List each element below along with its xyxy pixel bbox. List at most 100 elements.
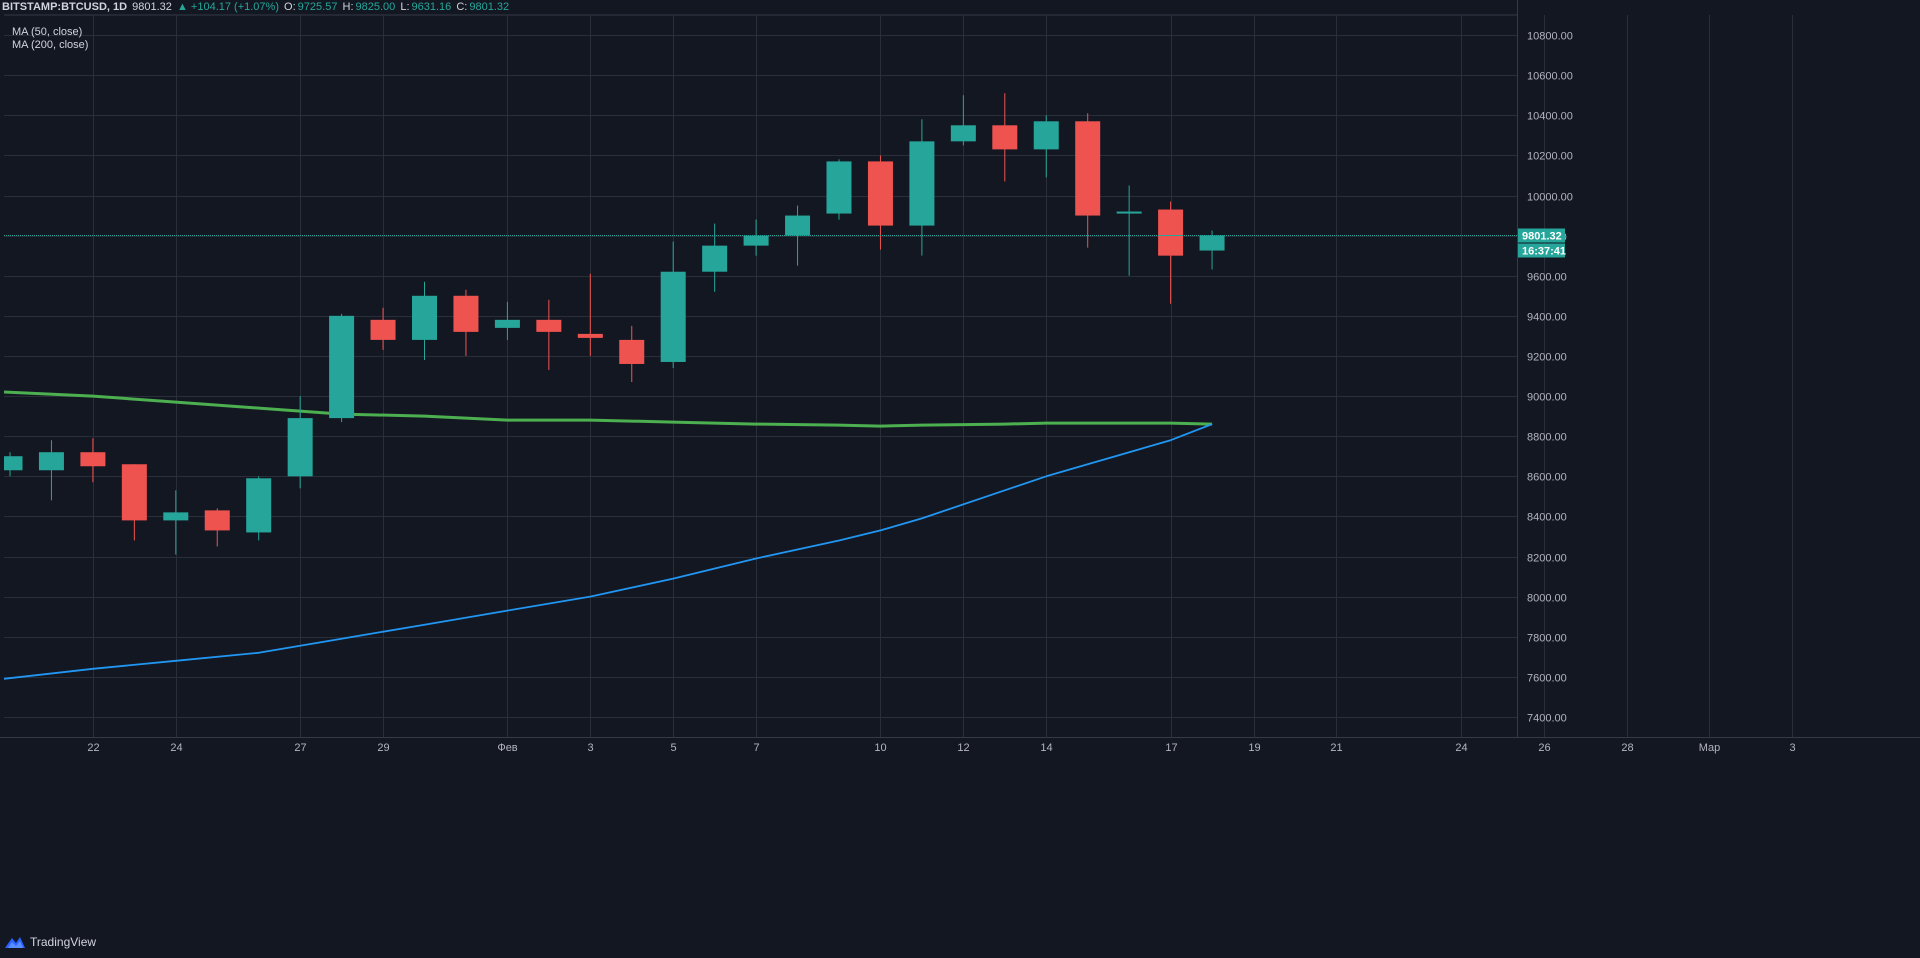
candle-body (992, 125, 1018, 150)
low-value: 9631.16 (411, 1, 452, 13)
candle-body (412, 295, 437, 340)
candle-body (329, 315, 355, 419)
ma50-legend[interactable]: MA (50, close) (12, 26, 83, 38)
x-tick-label: 19 (1248, 742, 1260, 754)
candle-body (619, 339, 645, 364)
candle (1075, 113, 1101, 248)
candle-body (785, 215, 811, 236)
candle (1116, 185, 1142, 276)
candle (785, 205, 811, 266)
y-tick-label: 10200.00 (1527, 151, 1573, 163)
x-tick-label: Фев (497, 742, 517, 754)
high-label: H: (342, 1, 354, 13)
y-tick-label: 10800.00 (1527, 31, 1573, 43)
candle (80, 438, 106, 483)
y-tick-label: 9600.00 (1527, 272, 1567, 284)
candle (660, 241, 686, 368)
candle (287, 396, 313, 489)
candle-body (536, 319, 562, 332)
candle-body (950, 125, 976, 142)
x-tick-label: 28 (1621, 742, 1633, 754)
candle (1199, 230, 1225, 270)
y-tick-label: 10000.00 (1527, 192, 1573, 204)
x-tick-label: 27 (294, 742, 306, 754)
candle (494, 301, 520, 340)
price-change: ▲ +104.17 (+1.07%) (176, 1, 279, 13)
y-tick-label: 9200.00 (1527, 352, 1567, 364)
candle-body (80, 452, 106, 467)
y-tick-label: 7600.00 (1527, 673, 1567, 685)
close-value: 9801.32 (469, 1, 510, 13)
countdown-tag-text: 16:37:41 (1522, 246, 1566, 258)
ma50-line (3, 423, 1213, 680)
candle-body (204, 510, 230, 531)
candle-body (287, 418, 313, 477)
x-tick-label: 3 (1789, 742, 1795, 754)
last-price-tag-text: 9801.32 (1522, 231, 1562, 243)
candle (38, 440, 64, 501)
y-tick-label: 8400.00 (1527, 512, 1567, 524)
candle (950, 95, 976, 146)
candle-body (702, 245, 728, 272)
ma200-legend[interactable]: MA (200, close) (12, 39, 89, 51)
candle (577, 273, 603, 356)
x-tick-label: 7 (753, 742, 759, 754)
candle (1158, 201, 1184, 304)
high-value: 9825.00 (355, 1, 396, 13)
candle (743, 219, 769, 256)
candle (826, 159, 852, 220)
x-tick-label: 22 (87, 742, 99, 754)
candle-body (577, 333, 603, 338)
candle-body (38, 452, 64, 471)
candle-body (121, 464, 147, 521)
y-tick-label: 10600.00 (1527, 71, 1573, 83)
time-axis[interactable]: 22 24 27 29 Фев 3 5 7 10 12 14 17 19 21 24 26 28 Мар 3 (0, 737, 1920, 755)
y-tick-label: 8200.00 (1527, 553, 1567, 565)
x-tick-label: 17 (1165, 742, 1177, 754)
candle (204, 508, 230, 547)
x-tick-label: 5 (670, 742, 676, 754)
candle (4, 452, 23, 477)
x-tick-label: 29 (377, 742, 389, 754)
last-price-tag (1518, 228, 1565, 243)
candle (992, 93, 1018, 182)
candle-body (370, 319, 396, 340)
tradingview-logo[interactable]: TradingView (4, 935, 96, 949)
symbol-name[interactable]: BITSTAMP:BTCUSD, 1D (2, 1, 128, 13)
candle (536, 299, 562, 370)
symbol-header: BITSTAMP:BTCUSD, 1D 9801.32 ▲ +104.17 (+… (2, 0, 511, 15)
x-tick-label: 3 (587, 742, 593, 754)
candle-body (867, 161, 893, 226)
ma200-line (3, 390, 1213, 428)
candle-body (4, 456, 23, 471)
x-tick-label: 24 (1455, 742, 1467, 754)
candle-body (246, 478, 272, 533)
y-tick-label: 8800.00 (1527, 432, 1567, 444)
x-tick-label: 14 (1040, 742, 1052, 754)
last-price: 9801.32 (132, 1, 172, 13)
candle (370, 307, 396, 350)
chart-grid (4, 14, 1793, 737)
countdown-tag (1518, 243, 1565, 258)
brand-name: TradingView (30, 935, 97, 949)
moving-average-lines (3, 390, 1213, 680)
x-tick-label: 26 (1538, 742, 1550, 754)
candle (121, 464, 147, 541)
candle-body (660, 271, 686, 362)
tradingview-logo-icon (5, 937, 25, 948)
candle-body (1075, 121, 1101, 216)
candle (412, 281, 437, 360)
y-tick-label: 9000.00 (1527, 392, 1567, 404)
price-axis[interactable]: 7400.00 7600.00 7800.00 8000.00 8200.00 8400.… (1517, 0, 1573, 737)
candle-body (163, 512, 189, 521)
x-tick-label: 12 (957, 742, 969, 754)
candle (702, 223, 728, 292)
open-label: O: (284, 1, 296, 13)
candle (329, 313, 355, 423)
x-tick-label: 10 (874, 742, 886, 754)
candle (1033, 115, 1059, 178)
candle (619, 325, 645, 383)
candle-body (909, 141, 935, 226)
candle (867, 155, 893, 250)
